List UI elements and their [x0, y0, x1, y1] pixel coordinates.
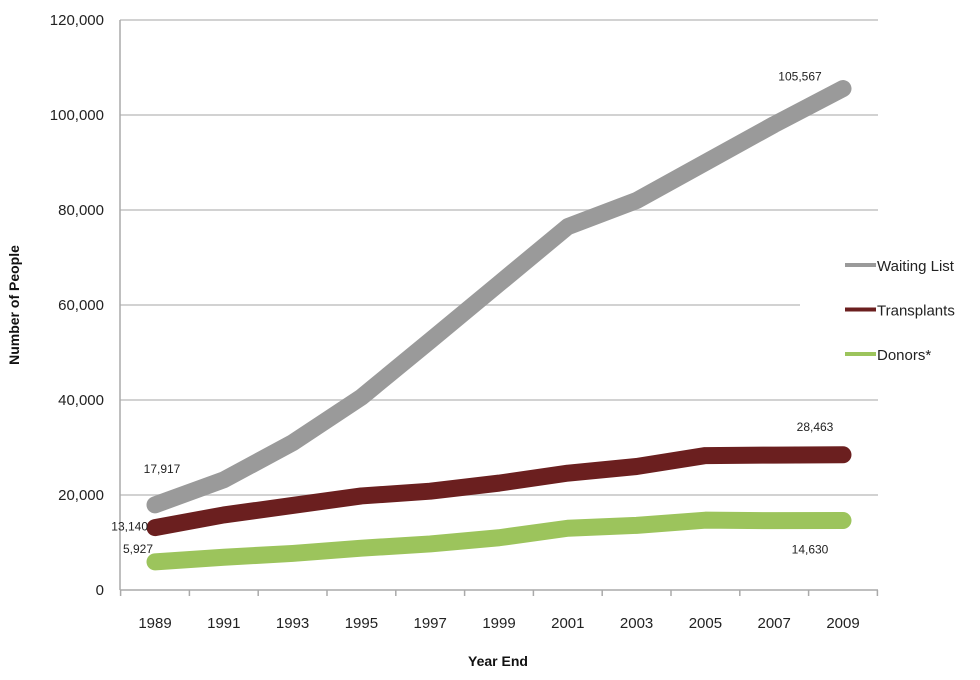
x-tick-label: 1991 [207, 615, 240, 632]
x-tick-label: 1999 [482, 615, 515, 632]
y-axis-title: Number of People [6, 245, 22, 365]
data-label: 13,140 [111, 520, 148, 534]
data-label: 5,927 [123, 542, 153, 556]
legend-label: Waiting List [877, 258, 955, 275]
x-tick-label: 2009 [826, 615, 859, 632]
x-axis-title: Year End [468, 653, 528, 669]
y-tick-label: 80,000 [58, 202, 104, 219]
y-tick-label: 120,000 [50, 12, 104, 29]
series-line-donors- [146, 511, 852, 571]
x-tick-label: 1997 [414, 615, 447, 632]
x-tick-label: 1993 [276, 615, 309, 632]
y-tick-label: 20,000 [58, 487, 104, 504]
series-line-transplants [146, 446, 852, 537]
data-label: 105,567 [778, 70, 822, 84]
y-tick-label: 40,000 [58, 392, 104, 409]
legend-label: Transplants [877, 303, 955, 320]
x-tick-label: 1989 [138, 615, 171, 632]
y-tick-label: 0 [96, 582, 104, 599]
x-tick-label: 2003 [620, 615, 653, 632]
legend-label: Donors* [877, 347, 931, 364]
x-tick-label: 2007 [758, 615, 791, 632]
y-tick-label: 100,000 [50, 107, 104, 124]
data-label: 28,463 [797, 420, 834, 434]
x-tick-label: 2005 [689, 615, 722, 632]
data-label: 14,630 [792, 543, 829, 557]
data-label: 17,917 [144, 462, 181, 476]
x-tick-label: 1995 [345, 615, 378, 632]
x-tick-label: 2001 [551, 615, 584, 632]
y-tick-label: 60,000 [58, 297, 104, 314]
series-line-waiting-list [146, 80, 852, 514]
